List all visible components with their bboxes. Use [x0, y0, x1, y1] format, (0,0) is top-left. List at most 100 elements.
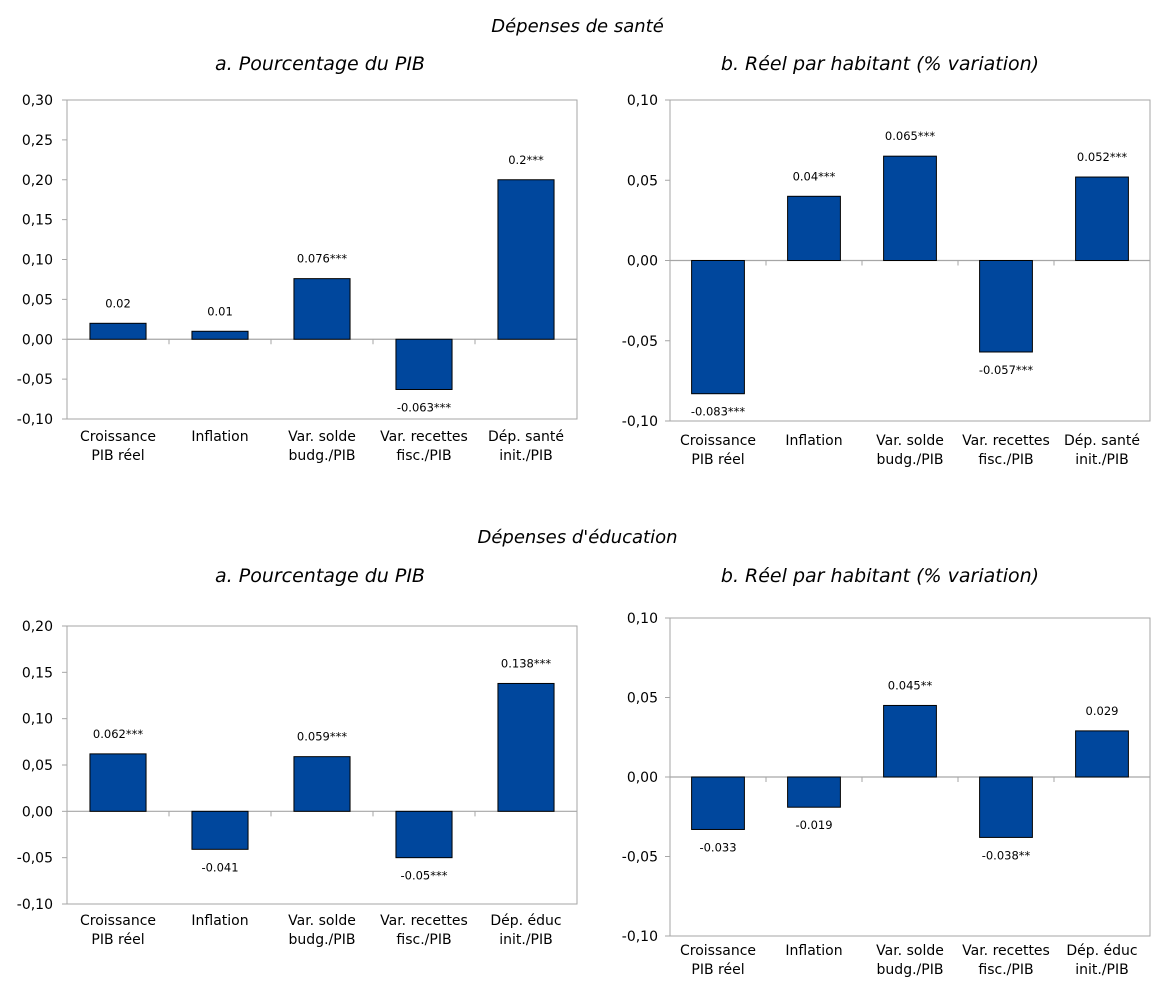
data-label: 0.01: [207, 304, 233, 318]
y-tick-label: 0,05: [22, 292, 53, 308]
bar: [787, 776, 841, 808]
panel-title-education-b: b. Réel par habitant (% variation): [720, 565, 1040, 587]
data-label: -0.019: [795, 818, 832, 832]
x-category-label: init./PIB: [1075, 962, 1128, 978]
y-tick-label: 0,20: [22, 173, 53, 189]
data-label: -0.033: [699, 840, 736, 854]
x-category-label: fisc./PIB: [396, 448, 451, 464]
y-tick-label: 0,00: [22, 332, 53, 348]
data-label: -0.05***: [400, 869, 447, 883]
x-category-label: budg./PIB: [289, 448, 356, 464]
bar: [293, 756, 351, 812]
bar: [191, 330, 249, 340]
bar: [395, 810, 453, 859]
x-category-label: fisc./PIB: [978, 962, 1033, 978]
x-category-label: fisc./PIB: [396, 932, 451, 948]
data-label: -0.083***: [691, 405, 746, 419]
x-category-label: Dép. éduc: [1066, 943, 1137, 959]
y-tick-label: -0,05: [17, 372, 53, 388]
y-tick-label: 0,00: [627, 254, 658, 270]
y-tick-label: 0,05: [22, 758, 53, 774]
bar: [89, 753, 147, 812]
y-tick-label: 0,10: [22, 253, 53, 269]
x-category-label: init./PIB: [499, 932, 552, 948]
data-label: -0.041: [201, 860, 238, 874]
y-tick-label: -0,05: [622, 334, 658, 350]
bar: [191, 810, 249, 850]
data-label: 0.138***: [501, 656, 551, 670]
bar: [787, 195, 841, 261]
bar: [691, 260, 745, 395]
bar: [89, 322, 147, 340]
x-category-label: Var. solde: [876, 943, 944, 959]
x-category-label: Var. solde: [876, 433, 944, 449]
x-category-label: Croissance: [80, 913, 156, 929]
x-category-label: Var. recettes: [962, 943, 1050, 959]
x-category-label: Dép. santé: [488, 429, 564, 445]
bar: [293, 278, 351, 340]
y-tick-label: 0,05: [627, 173, 658, 189]
x-category-label: fisc./PIB: [978, 452, 1033, 468]
panel-title-health-a: a. Pourcentage du PIB: [215, 53, 425, 75]
y-tick-label: 0,10: [627, 611, 658, 627]
data-label: 0.052***: [1077, 150, 1127, 164]
data-label: 0.045**: [888, 678, 933, 692]
data-label: 0.062***: [93, 727, 143, 741]
x-category-label: Inflation: [785, 433, 842, 449]
y-tick-label: -0,05: [622, 850, 658, 866]
data-label: 0.076***: [297, 252, 347, 266]
x-category-label: PIB réel: [91, 448, 144, 464]
x-category-label: Inflation: [785, 943, 842, 959]
x-category-label: Croissance: [680, 943, 756, 959]
x-category-label: Var. recettes: [962, 433, 1050, 449]
data-label: -0.057***: [979, 363, 1034, 377]
y-tick-label: 0,20: [22, 619, 53, 635]
x-category-label: PIB réel: [691, 452, 744, 468]
bar: [691, 776, 745, 830]
x-category-label: Var. solde: [288, 429, 356, 445]
bar: [979, 260, 1033, 353]
data-label: -0.038**: [982, 848, 1031, 862]
y-tick-label: 0,00: [627, 770, 658, 786]
data-label: 0.02: [105, 296, 131, 310]
x-category-label: PIB réel: [91, 932, 144, 948]
data-label: -0.063***: [397, 400, 452, 414]
x-category-label: init./PIB: [499, 448, 552, 464]
bar: [497, 682, 555, 812]
x-category-label: Croissance: [80, 429, 156, 445]
data-label: 0.065***: [885, 129, 935, 143]
x-category-label: Var. recettes: [380, 429, 468, 445]
bar: [395, 338, 453, 390]
section-title-education: Dépenses d'éducation: [477, 527, 678, 548]
y-tick-label: 0,25: [22, 133, 53, 149]
data-label: 0.059***: [297, 730, 347, 744]
bar: [1075, 730, 1129, 778]
x-category-label: PIB réel: [691, 962, 744, 978]
bar: [883, 155, 937, 261]
data-label: 0.2***: [508, 153, 544, 167]
bar: [497, 179, 555, 340]
y-tick-label: -0,10: [622, 414, 658, 430]
y-tick-label: -0,05: [17, 851, 53, 867]
y-tick-label: -0,10: [622, 929, 658, 945]
x-category-label: Croissance: [680, 433, 756, 449]
data-label: 0.04***: [793, 169, 836, 183]
x-category-label: init./PIB: [1075, 452, 1128, 468]
bar: [979, 776, 1033, 838]
bar: [1075, 176, 1129, 261]
x-category-label: Var. solde: [288, 913, 356, 929]
x-category-label: budg./PIB: [877, 452, 944, 468]
y-tick-label: 0,15: [22, 213, 53, 229]
x-category-label: Dép. santé: [1064, 433, 1140, 449]
y-tick-label: -0,10: [17, 897, 53, 913]
y-tick-label: 0,10: [627, 93, 658, 109]
panel-title-health-b: b. Réel par habitant (% variation): [720, 53, 1040, 75]
y-tick-label: 0,30: [22, 93, 53, 109]
x-category-label: Dép. éduc: [490, 913, 561, 929]
bar: [883, 704, 937, 778]
x-category-label: Inflation: [191, 913, 248, 929]
x-category-label: budg./PIB: [289, 932, 356, 948]
